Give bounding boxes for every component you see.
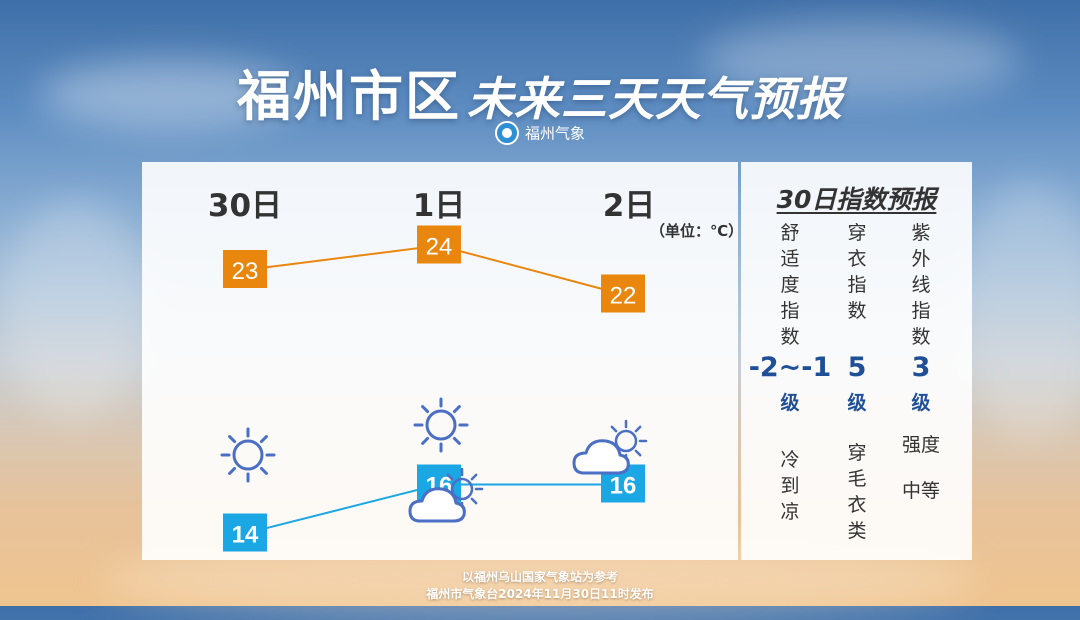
- index-desc: 冷到凉: [780, 449, 800, 523]
- background-cloud: [960, 180, 1080, 440]
- sun-icon: [413, 397, 469, 453]
- day-label: 2日: [602, 188, 656, 224]
- index-value: 3: [911, 352, 931, 383]
- low-temp-box: [223, 513, 267, 552]
- title-main: 福州市区: [237, 65, 461, 128]
- index-desc: 穿毛衣类: [847, 442, 867, 542]
- index-name: 穿衣指数: [847, 222, 867, 322]
- title-sub: 未来三天天气预报: [467, 72, 843, 126]
- index-level: 级: [847, 392, 867, 414]
- brand-logo-icon: [494, 121, 519, 145]
- index-title: 30日指数预报: [776, 185, 937, 214]
- background-cloud: [40, 60, 300, 130]
- index-level: 级: [780, 392, 800, 414]
- low-temp-label: 14: [232, 522, 259, 549]
- footer-issuer: 福州市气象台2024年11月30日11时发布: [426, 587, 654, 601]
- footer-note: 以福州乌山国家气象站为参考: [461, 570, 618, 584]
- brand: 福州气象: [0, 121, 1080, 146]
- unit-label: （单位：℃）: [650, 222, 744, 240]
- low-temp-label: 16: [610, 473, 637, 500]
- index-desc-line: 中等: [901, 480, 940, 502]
- sun-icon: [220, 427, 276, 483]
- index-name: 紫外线指数: [911, 222, 931, 348]
- day-label: 30日: [207, 188, 283, 224]
- high-temp-box: [223, 250, 267, 288]
- index-desc: 强度 中等: [891, 432, 951, 504]
- index-level: 级: [911, 392, 931, 414]
- day-label: 1日: [412, 188, 466, 224]
- partly-cloudy-icon: [572, 419, 648, 475]
- index-desc-line: 强度: [901, 434, 940, 456]
- background-cloud: [700, 20, 1020, 100]
- page-title: 福州市区 未来三天天气预报: [0, 52, 1080, 131]
- high-temp-label: 24: [426, 234, 453, 261]
- index-value: 5: [847, 352, 867, 383]
- high-temp-box: [417, 225, 461, 264]
- high-temp-label: 23: [232, 258, 259, 285]
- high-temp-box: [601, 274, 645, 313]
- background-cloud: [0, 200, 150, 420]
- index-panel: [741, 162, 972, 560]
- brand-name: 福州气象: [524, 124, 585, 143]
- index-name: 舒适度指数: [780, 222, 800, 348]
- partly-cloudy-icon: [408, 467, 484, 523]
- index-value: -2~-1: [748, 352, 832, 383]
- high-temp-label: 22: [610, 283, 637, 310]
